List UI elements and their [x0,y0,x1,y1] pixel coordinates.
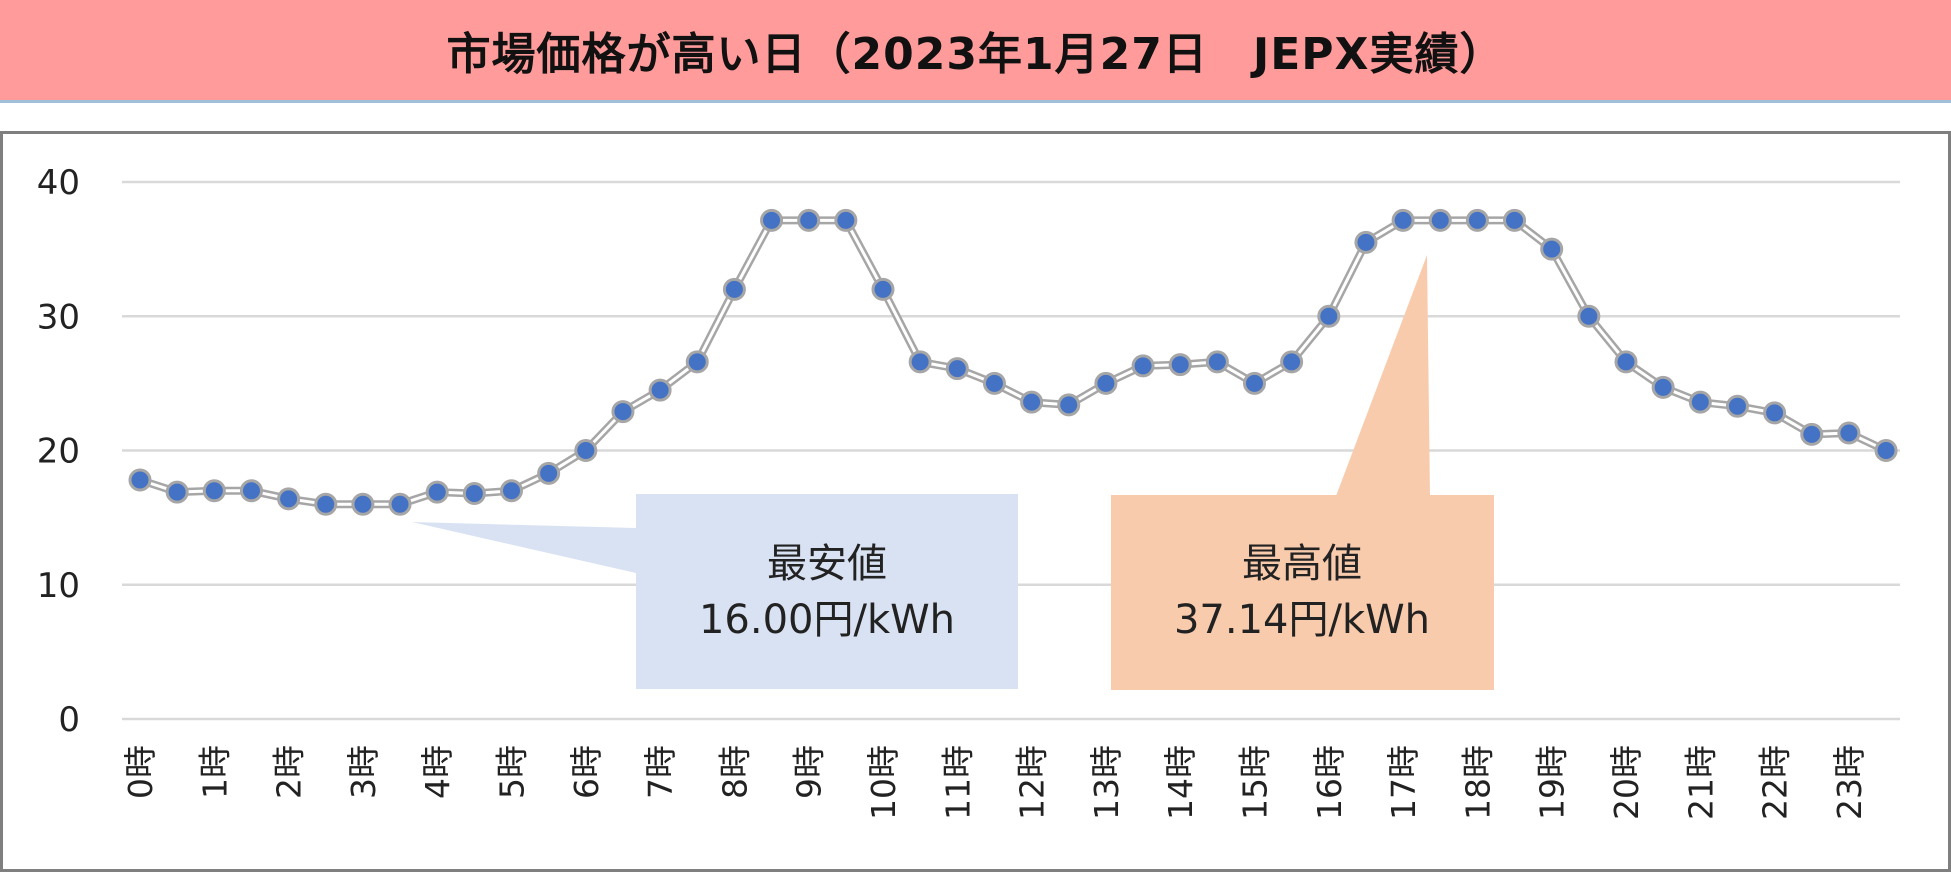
data-point [277,487,301,511]
callout-min-pointer [412,522,636,573]
x-tick-label: 19時 [1533,745,1572,820]
data-point [314,492,338,516]
data-point [1725,394,1749,418]
x-tick-label: 10時 [864,745,903,820]
data-point [462,481,486,505]
data-point [685,350,709,374]
y-axis-ticks: 0 10 20 30 40 [37,163,80,740]
callout-max: 最高値 37.14円/kWh [1111,255,1494,690]
y-tick-label: 0 [58,700,80,740]
x-tick-label: 11時 [938,745,977,820]
grid-layer [122,180,1900,721]
x-tick-label: 22時 [1756,745,1795,820]
chart-title: 市場価格が高い日（2023年1月27日 JEPX実績） [446,29,1505,80]
x-tick-label: 2時 [270,745,309,799]
callout-max-pointer [1336,255,1430,496]
callout-min-title: 最安値 [767,541,887,587]
data-point [1651,375,1675,399]
y-tick-label: 10 [37,566,80,606]
data-point [1168,353,1192,377]
data-point [722,277,746,301]
data-point [1243,371,1266,395]
x-axis-ticks: 0時 1時 2時 3時 4時 5時 6時 7時 8時 9時 10時 11時 12時 13時 14時 15時 16… [121,745,1869,820]
data-point [1688,390,1712,414]
data-point [834,208,858,232]
marker-layer [128,208,1898,516]
data-point [202,479,226,503]
callout-min-box [636,494,1018,689]
data-point [128,468,152,492]
data-point [1131,354,1155,378]
data-point [1428,208,1452,232]
data-point [797,208,821,232]
data-point [871,277,895,301]
callout-max-title: 最高値 [1242,541,1362,587]
x-tick-label: 8時 [715,745,754,799]
data-point [1614,350,1638,374]
x-tick-label: 3時 [344,745,383,799]
y-tick-label: 40 [37,163,80,203]
data-point [611,400,635,424]
data-point [982,371,1006,395]
x-tick-label: 5時 [493,745,532,799]
data-point [1837,421,1861,445]
data-point [1540,237,1564,261]
data-point [760,208,784,232]
data-point [165,480,189,504]
data-point [1057,393,1081,417]
data-point [1874,439,1898,462]
callout-min-value: 16.00円/kWh [699,597,955,643]
x-tick-label: 16時 [1310,745,1349,820]
data-point [1763,401,1787,425]
data-point [500,479,523,503]
data-point [1800,422,1824,446]
data-point [1094,371,1118,395]
x-tick-label: 9時 [790,745,829,799]
x-tick-label: 23時 [1830,745,1869,820]
x-tick-label: 20時 [1607,745,1646,820]
data-point [1020,390,1044,414]
data-point [351,492,375,516]
x-tick-label: 6時 [567,745,606,799]
x-tick-label: 13時 [1087,745,1126,820]
callout-min: 最安値 16.00円/kWh [412,494,1018,689]
x-tick-label: 4時 [418,745,457,799]
data-point [945,357,969,381]
data-point [574,439,598,462]
x-tick-label: 14時 [1161,745,1200,820]
x-tick-label: 7時 [641,745,680,799]
data-point [908,350,932,374]
x-tick-label: 1時 [195,745,234,799]
callout-max-box [1111,495,1494,690]
x-tick-label: 18時 [1458,745,1497,820]
data-point [1465,208,1489,232]
x-tick-label: 21時 [1681,745,1720,820]
data-point [388,492,412,516]
data-point [1577,304,1601,328]
data-point [1354,230,1378,254]
data-point [1391,208,1415,232]
data-point [1317,304,1341,328]
x-tick-label: 15時 [1236,745,1275,820]
title-band: 市場価格が高い日（2023年1月27日 JEPX実績） [0,0,1951,103]
data-point [1205,350,1229,374]
x-tick-label: 12時 [1013,745,1052,820]
data-point [425,480,449,504]
x-tick-label: 17時 [1384,745,1423,820]
y-tick-label: 20 [37,432,80,472]
data-point [1503,208,1527,232]
x-tick-label: 0時 [121,745,160,799]
data-point [239,479,263,503]
data-point [1280,350,1304,374]
callout-max-value: 37.14円/kWh [1174,597,1430,643]
y-tick-label: 30 [37,297,80,337]
data-point [537,461,561,485]
data-point [648,378,672,402]
